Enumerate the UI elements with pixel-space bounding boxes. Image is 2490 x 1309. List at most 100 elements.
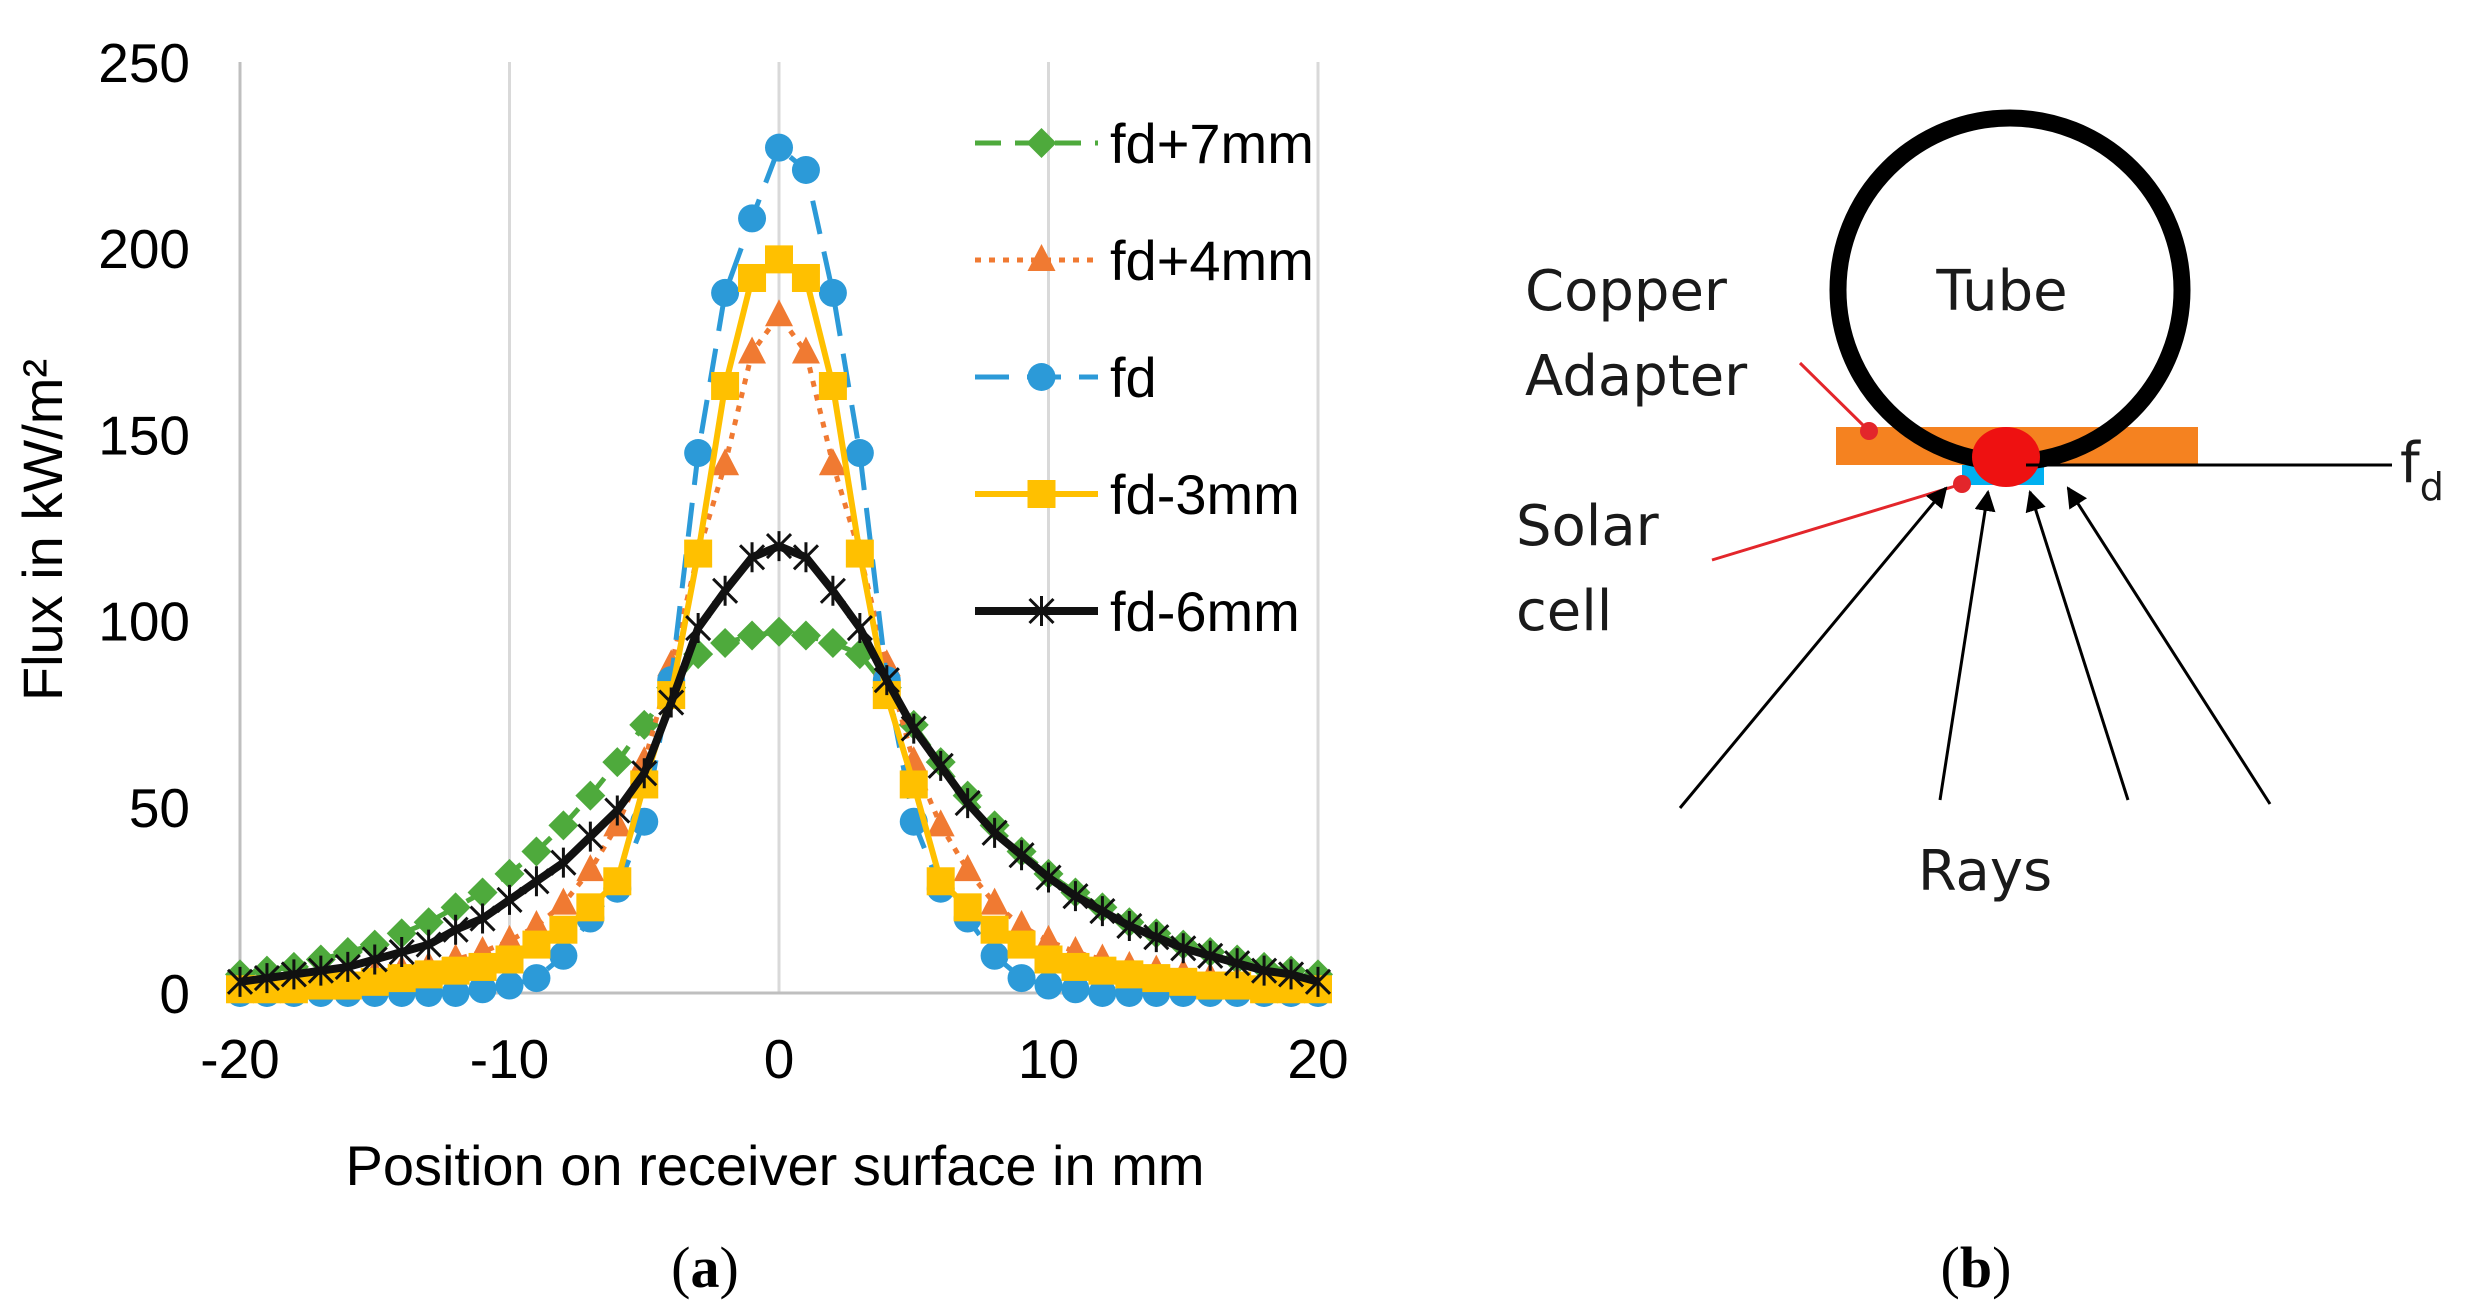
data-point: [1304, 966, 1332, 997]
legend-entry: fd+4mm: [975, 229, 1314, 292]
data-point: [442, 914, 469, 945]
data-point: [953, 893, 982, 922]
data-point: [817, 627, 848, 658]
rays-label: Rays: [1918, 839, 2052, 904]
data-point: [927, 750, 954, 781]
data-point: [522, 930, 551, 959]
legend-label: fd+4mm: [1110, 229, 1314, 292]
data-point: [413, 907, 444, 938]
data-point: [361, 944, 388, 975]
data-point: [631, 758, 658, 789]
data-point: [791, 263, 820, 292]
data-point: [388, 937, 415, 968]
data-point: [684, 539, 713, 568]
data-point: [1197, 940, 1224, 971]
series-fd-3mm: [226, 245, 1332, 1004]
data-point: [1007, 964, 1036, 993]
data-point: [710, 627, 741, 658]
data-point: [954, 788, 981, 819]
data-point: [387, 964, 416, 993]
data-point: [522, 909, 551, 937]
ray-arrow-4: [2066, 486, 2272, 805]
data-point: [926, 867, 955, 896]
data-point: [576, 854, 605, 882]
data-point: [495, 945, 524, 974]
y-tick-label: 250: [98, 32, 190, 94]
data-point: [575, 780, 606, 811]
flux-chart: 0 50 100 150 200 250 -20 -10 0 10 20 fd+7mm fd+4mm…: [11, 32, 1349, 1197]
x-tick-label: -20: [200, 1028, 280, 1090]
focus-label-f: f: [2400, 431, 2421, 496]
data-point: [307, 955, 334, 986]
data-point: [845, 439, 874, 468]
data-point: [1034, 924, 1063, 952]
data-point: [711, 448, 740, 476]
data-point: [981, 817, 1008, 848]
data-point: [523, 866, 550, 897]
chart-legend: fd+7mm fd+4mm fd fd-3mm fd-6mm: [975, 112, 1314, 643]
data-point: [926, 809, 955, 837]
data-point: [953, 854, 982, 882]
data-point: [1088, 956, 1117, 985]
data-point: [604, 795, 631, 826]
legend-entry: fd+7mm: [975, 112, 1314, 175]
data-point: [712, 575, 739, 606]
data-point: [792, 542, 820, 573]
legend-swatch-marker: [1028, 596, 1055, 626]
data-point: [550, 847, 577, 878]
data-point: [521, 836, 552, 867]
data-point: [711, 371, 740, 400]
data-point: [602, 747, 633, 778]
caption-a-close: ): [720, 1235, 739, 1300]
data-point: [738, 204, 767, 233]
data-point: [980, 915, 1009, 944]
legend-entry: fd-6mm: [975, 580, 1300, 643]
tube-label: Tube: [1935, 259, 2067, 324]
data-point: [738, 542, 766, 573]
data-point: [738, 263, 767, 292]
data-point: [845, 539, 874, 568]
data-point: [1061, 952, 1090, 981]
data-point: [467, 877, 498, 908]
legend-swatch-marker: [1026, 128, 1057, 158]
data-point: [1196, 971, 1225, 1000]
data-point: [334, 951, 361, 982]
focus-label: fd: [2400, 431, 2444, 509]
data-point: [496, 884, 523, 915]
data-point: [549, 887, 578, 915]
data-point: [522, 964, 551, 993]
receiver-diagram: Tube Copper Adapter Solar cell Rays fd: [1516, 109, 2444, 904]
data-point: [414, 960, 443, 989]
legend-swatch-marker: [1027, 244, 1056, 271]
data-point: [1142, 964, 1171, 993]
y-tick-label: 100: [98, 591, 190, 653]
focus-label-subscript: d: [2420, 465, 2444, 509]
ray-arrow-3: [2025, 489, 2130, 801]
copper-label-line1: Copper: [1525, 259, 1728, 324]
data-point: [469, 903, 496, 934]
series-fd-6mm: [226, 531, 1332, 997]
legend-label: fd: [1110, 346, 1157, 409]
data-point: [1008, 840, 1035, 871]
solar-label-line1: Solar: [1516, 494, 1660, 559]
data-point: [764, 616, 794, 647]
data-point: [494, 858, 525, 889]
data-point: [1143, 922, 1170, 953]
data-point: [577, 821, 604, 852]
solar-pointer-dot: [1953, 475, 1971, 493]
data-point: [386, 918, 417, 949]
data-point: [1170, 933, 1197, 964]
data-point: [900, 713, 927, 744]
data-point: [1115, 960, 1144, 989]
legend-label: fd+7mm: [1110, 112, 1314, 175]
caption-a: (a): [671, 1235, 739, 1300]
legend-swatch-marker: [1027, 480, 1056, 508]
data-point: [791, 336, 820, 364]
legend-entry: fd: [975, 346, 1157, 409]
y-tick-label: 0: [159, 963, 190, 1025]
y-tick-label: 50: [129, 777, 190, 839]
y-tick-label: 200: [98, 218, 190, 280]
legend-swatch-marker: [1027, 363, 1056, 391]
data-point: [1034, 971, 1063, 1000]
data-point: [495, 971, 524, 1000]
